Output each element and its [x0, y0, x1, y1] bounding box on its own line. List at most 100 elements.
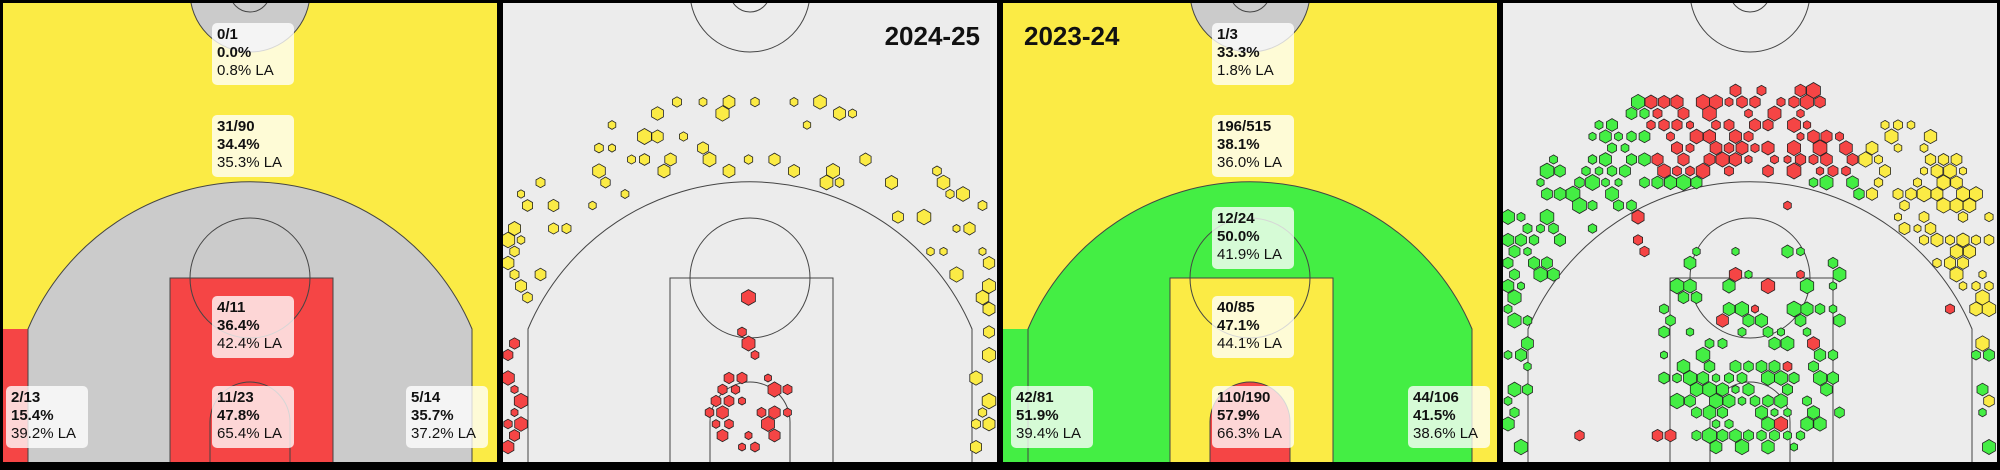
shot-hex	[1626, 130, 1637, 143]
shot-hex	[768, 428, 781, 443]
shot-hex	[1666, 131, 1675, 142]
shot-hex	[1685, 165, 1695, 177]
shot-hex	[1807, 405, 1820, 420]
shot-hex	[1742, 382, 1755, 397]
shot-hex	[1813, 370, 1827, 386]
shot-hex	[1709, 439, 1723, 455]
shot-hex	[1781, 383, 1794, 396]
shot-hex	[1514, 348, 1528, 362]
shot-hex	[715, 105, 730, 122]
zone-label-box	[212, 386, 294, 448]
shot-hex	[1657, 163, 1671, 179]
shot-hex	[1776, 327, 1786, 337]
shot-hex	[672, 96, 682, 108]
center-circle-inner	[232, 3, 268, 13]
shot-hex	[1773, 415, 1789, 433]
shot-hex	[638, 153, 651, 166]
zone-label-line: 35.7%	[411, 407, 454, 424]
zone-label-box	[1212, 207, 1294, 269]
shot-hex	[1808, 360, 1819, 373]
zone-label-line: 0.0%	[217, 44, 251, 61]
shot-hex	[1587, 154, 1598, 165]
shot-hex	[1585, 174, 1600, 191]
shot-hex	[738, 442, 746, 452]
paint-outline	[669, 277, 834, 462]
shot-hex	[936, 174, 951, 191]
free-throw-circle	[1689, 217, 1811, 339]
zone-label-box	[6, 386, 88, 448]
shot-hex	[1949, 243, 1964, 260]
shot-hex	[1516, 211, 1526, 223]
shot-hex	[1866, 187, 1878, 201]
shot-hex	[981, 346, 997, 364]
shot-hex	[716, 428, 729, 443]
shot-hex	[1781, 244, 1794, 259]
shot-hex	[724, 418, 734, 430]
shot-hex	[1945, 303, 1955, 315]
shot-hex	[620, 189, 630, 199]
shot-hex	[1815, 166, 1825, 176]
shot-hex	[1717, 337, 1728, 350]
shot-hex	[534, 267, 547, 282]
shot-hex	[1737, 326, 1747, 338]
shot-hex	[1786, 162, 1802, 180]
shot-hex	[1762, 164, 1774, 178]
shot-hex	[1691, 429, 1702, 442]
shot-hex	[978, 247, 987, 256]
shot-hex	[782, 383, 793, 396]
zone-label-box	[212, 23, 294, 85]
shot-hex	[1956, 232, 1970, 248]
zone-label-line: 31/90	[217, 118, 255, 135]
shot-hex	[1503, 350, 1513, 360]
shot-hex	[547, 198, 560, 213]
shot-hex	[1646, 119, 1656, 131]
shot-hex	[1971, 280, 1981, 292]
shot-hex	[1820, 129, 1833, 144]
shot-hex	[1802, 120, 1812, 130]
shot-hex	[1761, 416, 1775, 432]
shot-hex	[608, 143, 616, 153]
shot-hex	[1833, 313, 1846, 328]
shot-hex	[1632, 234, 1644, 246]
shot-hex	[1846, 175, 1859, 190]
shot-hex	[756, 406, 767, 419]
shot-hex	[971, 418, 981, 430]
shot-hex	[1808, 177, 1819, 188]
shot-hex	[1880, 119, 1890, 131]
shot-hex	[1574, 176, 1585, 189]
shot-hex	[1658, 118, 1670, 132]
shot-hex	[1594, 119, 1604, 131]
shot-hex	[1594, 166, 1604, 176]
shot-hex	[1913, 224, 1922, 233]
shot-hex	[1731, 246, 1740, 257]
shot-hex	[1813, 416, 1827, 432]
shot-hex	[1607, 142, 1617, 154]
shot-hex	[1630, 93, 1646, 111]
shot-hex	[1814, 303, 1826, 315]
shot-hex	[548, 222, 559, 235]
zone-label-line: 42.4% LA	[217, 335, 282, 352]
shot-hex	[1770, 408, 1779, 417]
shot-hex	[1768, 359, 1781, 374]
shot-hex	[1983, 234, 1995, 246]
shot-hex	[981, 392, 997, 410]
shot-hex	[1528, 234, 1540, 246]
shot-hex	[848, 108, 857, 119]
shot-hex	[1689, 381, 1704, 398]
shot-hex	[1539, 208, 1555, 226]
shot-hex	[1898, 221, 1911, 236]
shot-hex	[702, 151, 717, 168]
shot-hex	[1958, 166, 1968, 176]
shot-hex	[1930, 186, 1944, 202]
shot-hex	[982, 301, 996, 317]
shot-hex	[1702, 427, 1717, 444]
shot-hex	[1744, 154, 1753, 165]
shot-hex	[503, 255, 515, 271]
shot-hex	[1503, 256, 1514, 270]
shot-hex	[510, 407, 519, 418]
shot-hex	[1695, 346, 1711, 364]
shot-hex	[1553, 186, 1567, 202]
shot-hex	[1503, 303, 1513, 315]
shot-hex	[1651, 175, 1664, 190]
shot-hex	[813, 94, 827, 110]
